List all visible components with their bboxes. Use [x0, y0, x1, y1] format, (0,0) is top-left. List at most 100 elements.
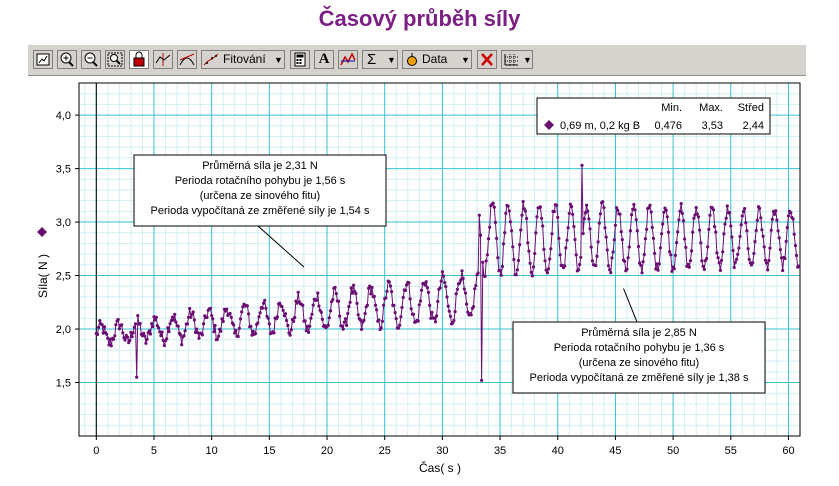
- sigma-dropdown-button[interactable]: Σ ▼: [362, 50, 398, 69]
- data-point: [100, 323, 104, 327]
- zoom-out-button[interactable]: [81, 50, 101, 69]
- data-point: [677, 218, 681, 222]
- annotation-1-line-4: Perioda vypočítaná ze změřené síly je 1,…: [151, 205, 370, 217]
- data-point: [148, 332, 153, 336]
- data-point: [694, 206, 698, 210]
- data-point: [675, 241, 679, 245]
- data-point: [567, 211, 571, 215]
- data-point: [556, 215, 560, 219]
- statistics-button[interactable]: [338, 50, 358, 69]
- data-point: [794, 253, 799, 258]
- data-point: [721, 250, 725, 254]
- data-point: [180, 343, 184, 347]
- data-point: [708, 213, 712, 217]
- annotation-1-leader: [257, 225, 305, 268]
- data-point: [612, 238, 616, 242]
- examine-button[interactable]: [153, 50, 173, 69]
- zoom-in-button[interactable]: [57, 50, 77, 69]
- data-point: [744, 221, 748, 225]
- x-tick-label: 40: [552, 445, 564, 457]
- data-point: [523, 209, 528, 213]
- delete-button[interactable]: [477, 50, 497, 69]
- data-point: [168, 322, 172, 326]
- data-point: [672, 267, 676, 271]
- data-point: [718, 268, 723, 272]
- data-point: [392, 303, 396, 307]
- data-dropdown-button[interactable]: Data ▼: [402, 50, 472, 69]
- data-point: [158, 330, 162, 334]
- chevron-down-icon: ▼: [461, 55, 470, 65]
- data-point: [228, 311, 232, 316]
- data-point: [588, 227, 592, 231]
- data-point: [147, 329, 151, 333]
- data-point: [362, 318, 366, 322]
- data-point: [760, 228, 764, 232]
- axes: [78, 82, 801, 437]
- data-point: [210, 314, 214, 318]
- data-point: [707, 227, 711, 231]
- data-point: [594, 264, 598, 268]
- data-point: [555, 203, 559, 207]
- data-point: [385, 289, 389, 293]
- data-point: [473, 287, 477, 291]
- data-point: [368, 284, 372, 288]
- data-point: [777, 236, 781, 240]
- data-point: [337, 299, 341, 303]
- data-point: [657, 262, 661, 266]
- data-point: [136, 314, 140, 318]
- series-polyline: [95, 165, 800, 381]
- chart: 0 5 10 15 20 25 30 35 40 45 50 55 60 1,5 2,0 2,5 3,0 3,5…: [36, 82, 801, 475]
- autoscale-button[interactable]: [33, 50, 53, 69]
- data-point: [348, 300, 352, 304]
- data-point: [388, 284, 393, 288]
- data-point: [390, 290, 394, 294]
- data-point: [112, 337, 116, 341]
- fit-dropdown-button[interactable]: Fitování ▼: [201, 50, 285, 69]
- data-point: [503, 231, 507, 235]
- data-point: [95, 332, 100, 337]
- data-point: [240, 310, 244, 314]
- data-point: [215, 337, 219, 341]
- calculator-button[interactable]: [290, 50, 310, 69]
- data-point: [661, 222, 665, 226]
- data-label: Data: [422, 52, 448, 66]
- data-point: [698, 228, 702, 232]
- data-point: [356, 313, 360, 317]
- x-axis-ticks: 0 5 10 15 20 25 30 35 40 45 50 55 60: [93, 436, 795, 457]
- data-point: [570, 205, 574, 209]
- data-point: [315, 298, 319, 302]
- lock-button[interactable]: [129, 50, 149, 69]
- data-point: [680, 211, 684, 215]
- data-point: [627, 245, 631, 249]
- data-point: [601, 200, 605, 204]
- data-point: [435, 314, 439, 318]
- data-point: [463, 291, 468, 295]
- data-point: [485, 253, 489, 257]
- text-tool-button[interactable]: A: [314, 50, 334, 69]
- data-point: [711, 208, 716, 212]
- data-point: [448, 314, 453, 318]
- zoom-box-button[interactable]: [105, 50, 125, 69]
- data-point: [573, 238, 577, 242]
- data-point: [620, 238, 624, 242]
- data-point: [623, 259, 627, 263]
- data-point: [766, 268, 770, 272]
- data-point: [520, 213, 524, 217]
- data-point: [408, 297, 412, 301]
- y-tick-label: 3,5: [56, 164, 71, 176]
- tangent-button[interactable]: [177, 50, 197, 69]
- data-point: [151, 324, 155, 329]
- graph-options-button[interactable]: ▼: [501, 50, 533, 69]
- data-point: [116, 317, 120, 322]
- data-point: [662, 210, 666, 214]
- data-point: [557, 236, 561, 240]
- data-point: [724, 216, 728, 220]
- data-point: [521, 200, 525, 204]
- data-point: [192, 318, 196, 322]
- data-point: [481, 260, 485, 264]
- data-point: [249, 324, 253, 328]
- data-point: [630, 213, 634, 217]
- data-point: [733, 260, 738, 264]
- data-point: [543, 259, 547, 263]
- data-point: [178, 333, 183, 337]
